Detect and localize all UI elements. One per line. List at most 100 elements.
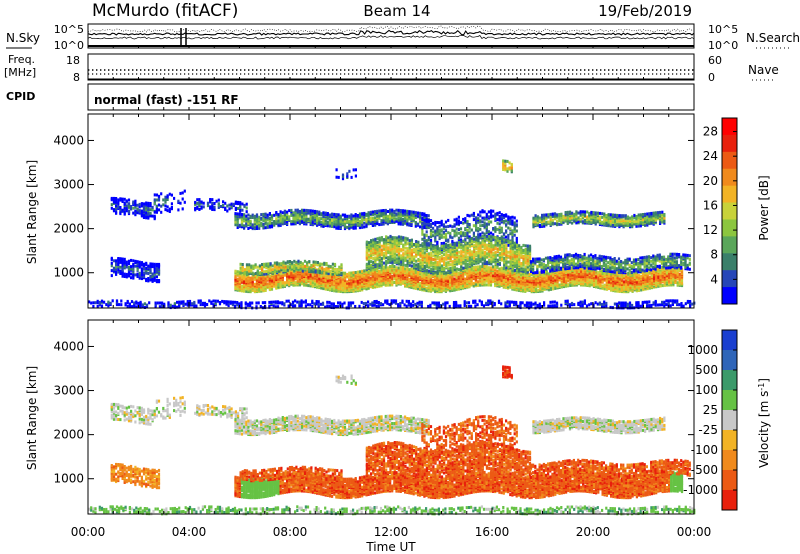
- heatmap-cell: [125, 199, 128, 203]
- heatmap-cell: [393, 265, 396, 268]
- heatmap-cell: [515, 229, 518, 233]
- heatmap-cell: [153, 270, 156, 274]
- heatmap-cell: [115, 200, 118, 204]
- heatmap-cell: [502, 273, 505, 277]
- heatmap-cell: [429, 238, 433, 242]
- heatmap-cell: [532, 282, 535, 286]
- heatmap-cell: [457, 282, 460, 286]
- heatmap-cell: [408, 212, 411, 216]
- heatmap-cell: [382, 215, 385, 219]
- heatmap-cell: [136, 260, 139, 264]
- heatmap-cell: [110, 203, 113, 207]
- heatmap-cell: [279, 212, 282, 216]
- heatmap-cell: [380, 209, 383, 213]
- heatmap-cell: [438, 228, 441, 232]
- heatmap-cell: [290, 220, 293, 224]
- heatmap-cell: [427, 218, 430, 222]
- heatmap-cell: [177, 199, 180, 203]
- heatmap-cell: [391, 277, 394, 281]
- heatmap-cell: [236, 277, 239, 281]
- heatmap-cell: [455, 272, 458, 276]
- heatmap-cell: [423, 221, 426, 225]
- heatmap-cell: [549, 217, 552, 221]
- heatmap-cell: [622, 219, 625, 223]
- heatmap-cell: [401, 209, 405, 213]
- heatmap-cell: [343, 223, 347, 227]
- heatmap-cell: [130, 205, 133, 208]
- heatmap-cell: [374, 267, 377, 270]
- heatmap-cell: [414, 221, 417, 224]
- heatmap-cell: [350, 271, 353, 275]
- heatmap-cell: [597, 281, 600, 284]
- heatmap-cell: [592, 221, 595, 224]
- heatmap-cell: [196, 201, 199, 205]
- heatmap-cell: [194, 207, 197, 210]
- heatmap-cell: [624, 214, 627, 218]
- heatmap-cell: [142, 271, 146, 275]
- heatmap-cell: [431, 278, 435, 282]
- heatmap-cell: [552, 276, 555, 280]
- heatmap-cell: [631, 215, 634, 219]
- heatmap-cell: [382, 209, 385, 212]
- heatmap-cell: [423, 287, 426, 291]
- heatmap-cell: [324, 278, 327, 282]
- heatmap-cell: [541, 273, 544, 277]
- heatmap-cell: [115, 259, 118, 263]
- heatmap-cell: [200, 200, 203, 204]
- heatmap-cell: [292, 211, 295, 215]
- heatmap-cell: [155, 279, 158, 282]
- heatmap-cell: [652, 214, 655, 218]
- heatmap-cell: [549, 275, 553, 279]
- heatmap-cell: [511, 235, 514, 239]
- heatmap-cell: [352, 214, 355, 218]
- heatmap-cell: [123, 257, 126, 261]
- heatmap-cell: [130, 272, 133, 276]
- heatmap-cell: [130, 265, 133, 269]
- heatmap-cell: [127, 272, 131, 276]
- heatmap-cell: [123, 272, 126, 276]
- heatmap-cell: [245, 202, 248, 206]
- heatmap-cell: [389, 219, 392, 223]
- heatmap-cell: [219, 205, 222, 208]
- heatmap-cell: [425, 223, 428, 227]
- heatmap-cell: [556, 213, 559, 217]
- heatmap-cell: [399, 209, 402, 212]
- heatmap-cell: [119, 257, 122, 261]
- heatmap-cell: [335, 223, 338, 226]
- heatmap-cell: [337, 287, 340, 291]
- heatmap-cell: [500, 276, 503, 280]
- heatmap-cell: [490, 220, 493, 224]
- heatmap-cell: [399, 212, 402, 216]
- heatmap-cell: [230, 205, 233, 209]
- heatmap-cell: [382, 282, 385, 286]
- heatmap-cell: [217, 202, 220, 206]
- heatmap-cell: [560, 216, 563, 220]
- heatmap-cell: [421, 212, 424, 216]
- heatmap-cell: [157, 262, 161, 266]
- heatmap-cell: [446, 279, 450, 283]
- heatmap-cell: [565, 281, 568, 284]
- heatmap-cell: [663, 220, 666, 224]
- heatmap-cell: [138, 209, 141, 213]
- heatmap-cell: [626, 215, 629, 219]
- heatmap-cell: [429, 219, 433, 223]
- heatmap-cell: [438, 235, 441, 239]
- heatmap-cell: [371, 210, 374, 214]
- heatmap-cell: [539, 271, 542, 275]
- heatmap-cell: [494, 273, 497, 276]
- heatmap-cell: [538, 216, 541, 220]
- heatmap-cell: [562, 218, 565, 222]
- heatmap-cell: [496, 221, 499, 225]
- heatmap-cell: [374, 274, 377, 278]
- heatmap-cell: [365, 217, 368, 221]
- heatmap-cell: [586, 281, 589, 285]
- heatmap-cell: [545, 220, 548, 224]
- heatmap-cell: [391, 219, 394, 223]
- heatmap-cell: [455, 269, 458, 273]
- heatmap-cell: [584, 272, 587, 276]
- heatmap-cell: [490, 231, 493, 235]
- heatmap-cell: [575, 221, 578, 225]
- heatmap-cell: [453, 270, 456, 273]
- heatmap-cell: [386, 210, 389, 213]
- heatmap-cell: [462, 274, 465, 278]
